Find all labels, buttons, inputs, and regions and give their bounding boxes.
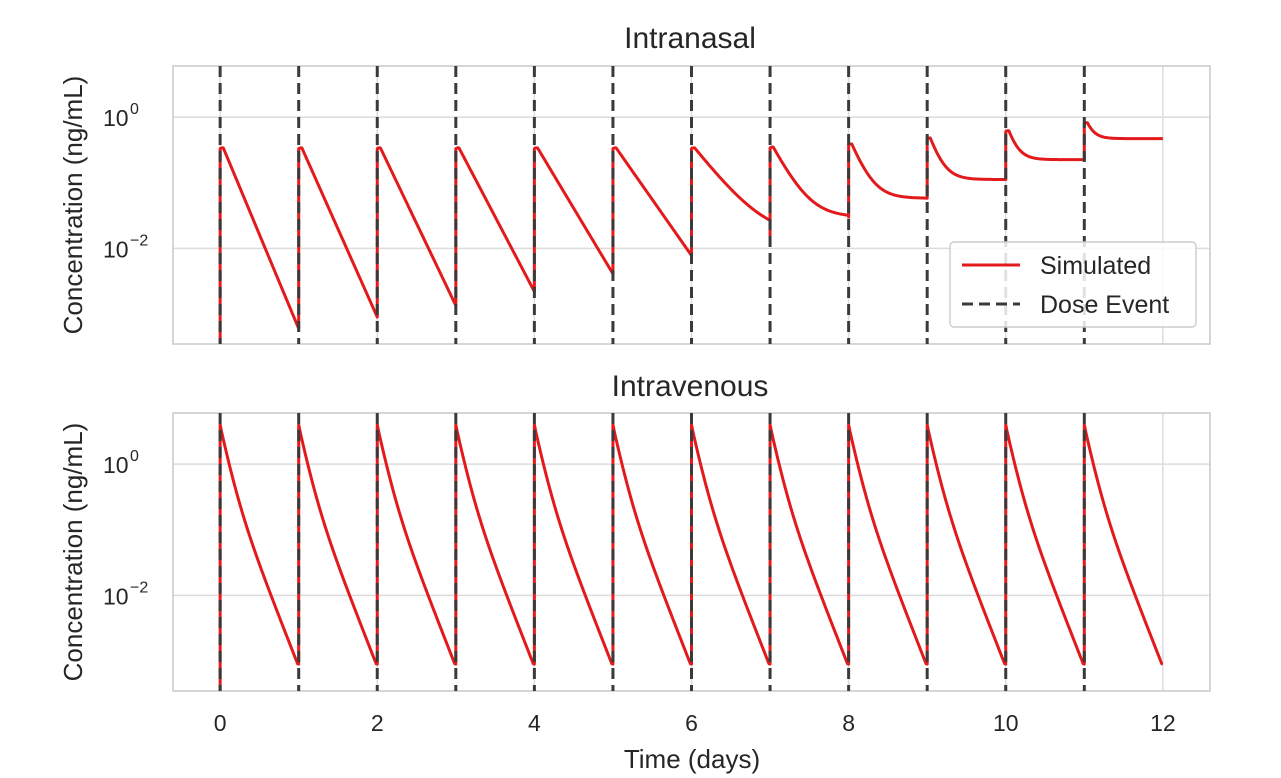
- y-tick-exponent: −2: [130, 232, 148, 249]
- panel-title-intranasal: Intranasal: [624, 22, 756, 55]
- legend: Simulated Dose Event: [949, 241, 1197, 328]
- y-tick-label-0: 10 0: [103, 448, 139, 478]
- y-axis-label-intravenous: Concentration (ng/mL): [58, 423, 88, 682]
- x-tick-label-0: 0: [214, 710, 227, 736]
- x-tick-label-5: 10: [993, 710, 1019, 736]
- x-axis-label: Time (days): [624, 744, 760, 774]
- x-tick-label-3: 6: [685, 710, 698, 736]
- y-tick-label-1: 10 −2: [103, 232, 148, 262]
- legend-box: [949, 241, 1197, 328]
- y-tick-base: 10: [103, 236, 129, 262]
- y-axis-label-intranasal: Concentration (ng/mL): [58, 76, 88, 335]
- y-tick-exponent: 0: [130, 448, 139, 465]
- y-tick-base: 10: [103, 452, 129, 478]
- series-intravenous: [218, 423, 1164, 691]
- legend-dose-event-label: Dose Event: [1040, 291, 1169, 319]
- y-tick-exponent: 0: [130, 101, 139, 118]
- y-tick-label-0: 10 0: [103, 101, 139, 131]
- dose-events-intranasal: [218, 66, 1086, 344]
- y-tick-exponent: −2: [130, 579, 148, 596]
- dose-events-intravenous: [218, 413, 1086, 691]
- x-tick-label-4: 8: [842, 710, 855, 736]
- x-tick-label-2: 4: [528, 710, 541, 736]
- simulated-line: [218, 423, 1164, 691]
- y-tick-label-1: 10 −2: [103, 579, 148, 609]
- panel-title-intravenous: Intravenous: [612, 370, 769, 403]
- x-ticks-intravenous: 0 2 4 6 8 10 12: [214, 710, 1176, 736]
- y-tick-base: 10: [103, 583, 129, 609]
- x-tick-label-1: 2: [371, 710, 384, 736]
- x-tick-label-6: 12: [1150, 710, 1176, 736]
- legend-simulated-label: Simulated: [1040, 252, 1151, 280]
- y-tick-base: 10: [103, 105, 129, 131]
